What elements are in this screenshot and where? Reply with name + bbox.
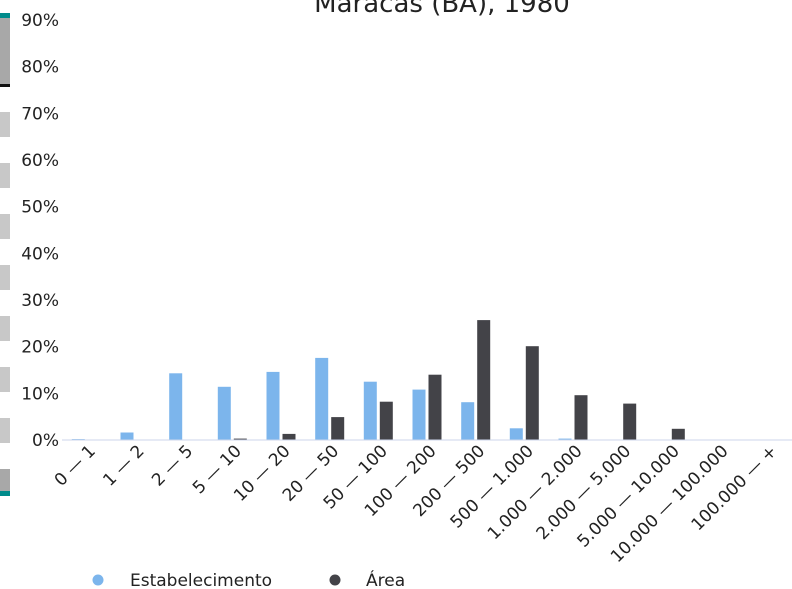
- y-tick-label: 90%: [21, 11, 59, 31]
- scrollbar-thumb-bottom[interactable]: [0, 469, 10, 491]
- bar-estabelecimento[interactable]: [217, 386, 231, 440]
- bars: [71, 320, 685, 441]
- legend-label-estabelecimento: Estabelecimento: [130, 571, 272, 589]
- scrollbar-track-seg: [0, 367, 10, 392]
- scrollbar-thumb[interactable]: [0, 18, 10, 85]
- bar-estabelecimento[interactable]: [120, 432, 134, 441]
- y-tick-label: 30%: [21, 291, 59, 311]
- y-tick-label: 10%: [21, 384, 59, 404]
- x-tick-label: 1 — 2: [99, 441, 148, 490]
- scrollbar-track-seg: [0, 418, 10, 443]
- chart-title: Maracás (BA), 1980: [314, 0, 570, 19]
- scrollbar-cap-top: [0, 13, 10, 18]
- bar-estabelecimento[interactable]: [315, 357, 329, 440]
- scrollbar-track-seg: [0, 214, 10, 239]
- y-tick-label: 50%: [21, 198, 59, 218]
- legend-item-area[interactable]: Área: [329, 569, 406, 589]
- y-tick-label: 0%: [32, 431, 59, 451]
- bar-estabelecimento[interactable]: [509, 428, 523, 440]
- legend-marker-estabelecimento: [92, 574, 104, 586]
- y-tick-label: 60%: [21, 151, 59, 171]
- scrollbar-track-seg: [0, 265, 10, 290]
- scrollbar-track-seg: [0, 112, 10, 137]
- bar-area[interactable]: [671, 428, 685, 440]
- bar-area[interactable]: [477, 320, 491, 440]
- bar-area[interactable]: [525, 346, 539, 440]
- x-tick-label: 100.000 — +: [688, 441, 782, 535]
- y-tick-label: 40%: [21, 244, 59, 264]
- bar-area[interactable]: [623, 403, 637, 440]
- bar-area[interactable]: [282, 433, 296, 440]
- legend-item-estabelecimento[interactable]: Estabelecimento: [92, 571, 273, 589]
- bar-area[interactable]: [233, 438, 247, 440]
- scrollbar[interactable]: [0, 13, 10, 496]
- y-tick-label: 80%: [21, 58, 59, 78]
- scrollbar-cap-bottom: [0, 491, 10, 496]
- bar-estabelecimento[interactable]: [412, 389, 426, 440]
- y-axis-ticks: 0% 10% 20% 30% 40% 50% 60% 70% 80% 90%: [21, 11, 59, 451]
- bar-estabelecimento[interactable]: [558, 438, 572, 440]
- legend-label-area: Área: [366, 569, 405, 589]
- scrollbar-thumb-edge: [0, 84, 10, 87]
- bar-estabelecimento[interactable]: [169, 373, 183, 440]
- bar-estabelecimento[interactable]: [461, 402, 475, 440]
- legend-marker-area: [329, 574, 341, 586]
- bar-area[interactable]: [574, 395, 588, 440]
- bar-estabelecimento[interactable]: [266, 371, 280, 440]
- bar-area[interactable]: [428, 374, 442, 440]
- scrollbar-track-seg: [0, 163, 10, 188]
- legend: Estabelecimento Área: [92, 569, 406, 589]
- bar-area[interactable]: [331, 417, 345, 440]
- y-tick-label: 20%: [21, 338, 59, 358]
- scrollbar-track-seg: [0, 316, 10, 341]
- bar-area[interactable]: [379, 401, 393, 440]
- bar-estabelecimento[interactable]: [363, 381, 377, 440]
- y-tick-label: 70%: [21, 104, 59, 124]
